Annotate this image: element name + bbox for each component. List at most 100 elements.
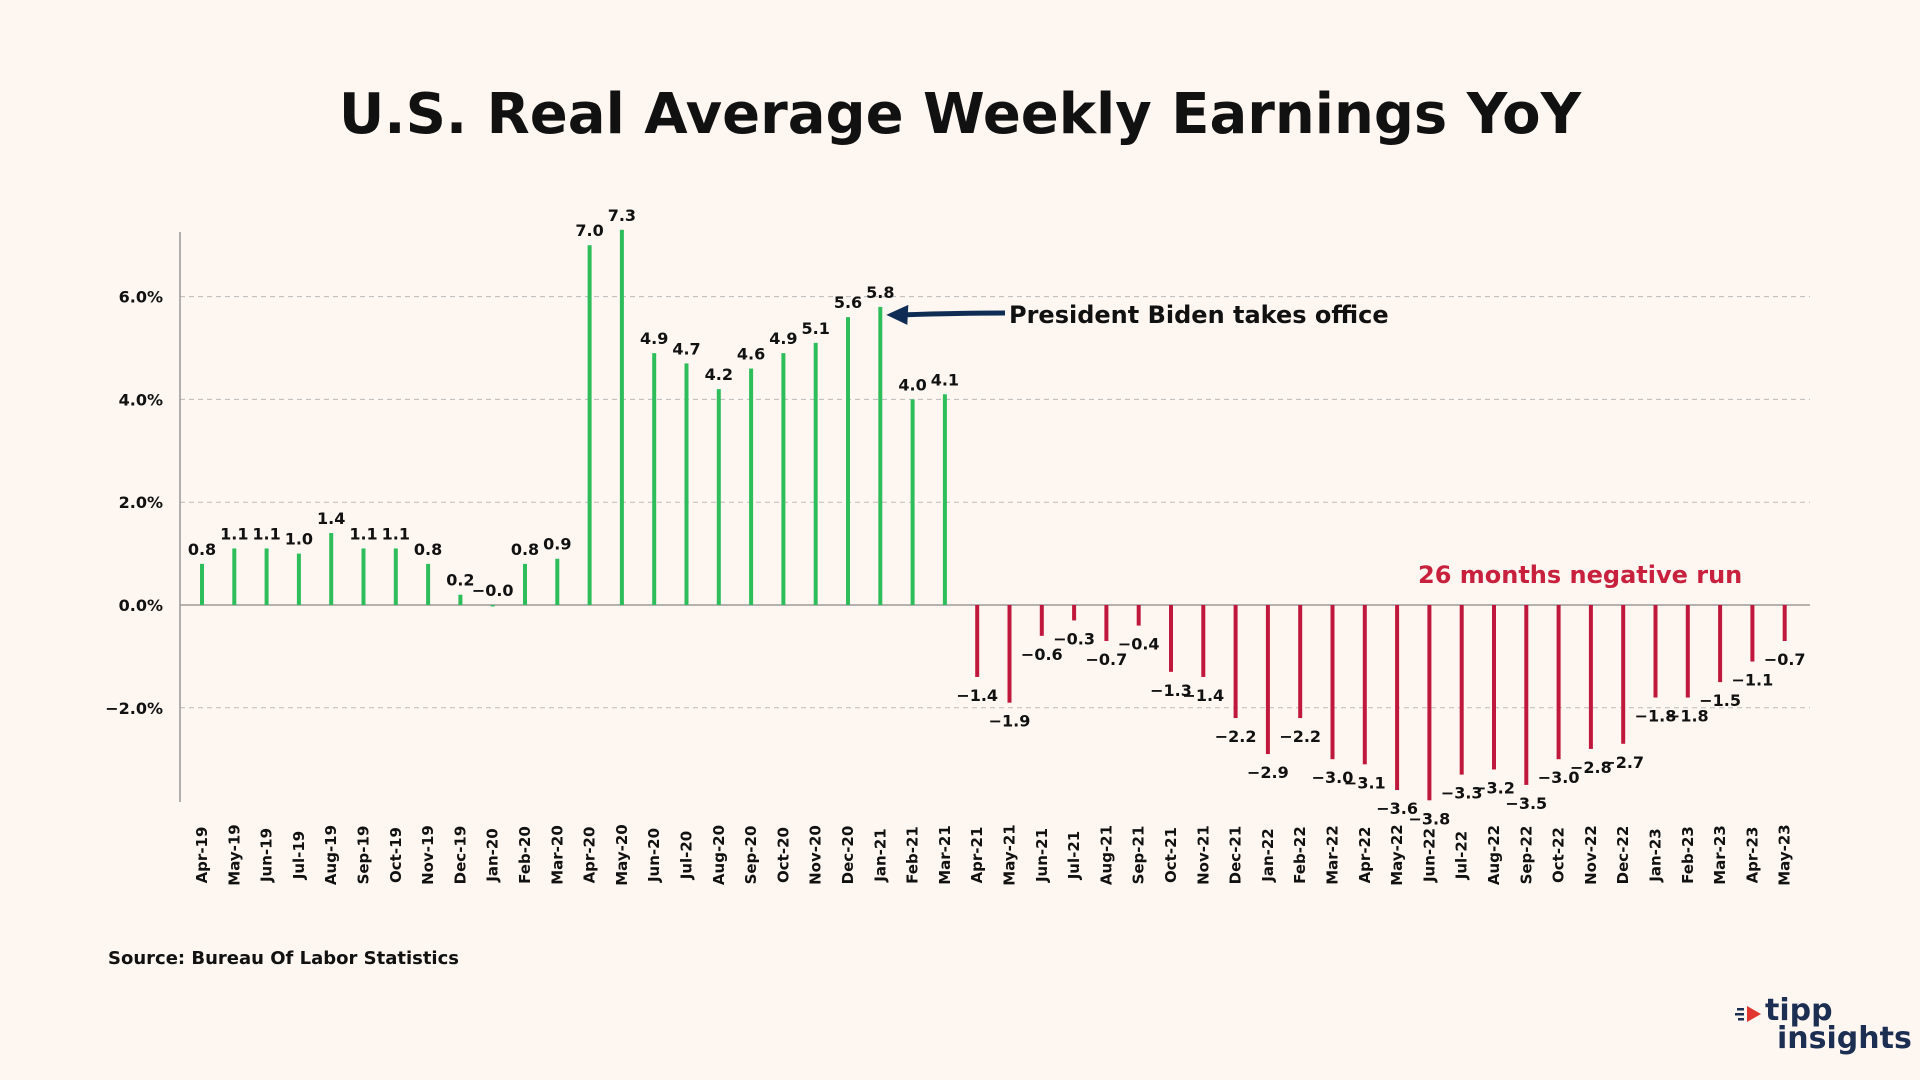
data-label: 7.3 (608, 206, 636, 225)
x-tick-label: Jan-22 (1259, 828, 1277, 882)
bar (1685, 605, 1690, 698)
logo-text-tipp: tipp (1765, 993, 1833, 1028)
x-tick-label: Apr-20 (581, 827, 599, 884)
x-tick-label: May-21 (1001, 824, 1019, 885)
bar (264, 548, 269, 605)
data-label: −1.8 (1667, 707, 1709, 726)
x-tick-label: Aug-19 (322, 825, 340, 885)
x-tick-label: Oct-22 (1550, 827, 1568, 883)
bar (1782, 605, 1787, 641)
data-label: −2.8 (1570, 758, 1612, 777)
bar (619, 229, 624, 605)
x-tick-label: Aug-20 (710, 825, 728, 885)
x-tick-label: Feb-20 (516, 826, 534, 884)
bar (1524, 605, 1529, 785)
annotations: President Biden takes office 26 months ne… (886, 301, 1742, 589)
data-label: −1.5 (1699, 691, 1741, 710)
data-label: 5.1 (802, 319, 830, 338)
x-tick-label: Apr-22 (1356, 827, 1374, 884)
x-axis-labels: Apr-19 May-19 Jun-19 Jul-19 Aug-19 Sep-19 Oct-… (193, 824, 1794, 885)
bar (523, 563, 527, 605)
gridlines (180, 296, 1810, 709)
x-tick-label: Oct-19 (387, 827, 405, 883)
bar (1233, 605, 1238, 719)
y-tick-label: 0.0% (119, 596, 163, 615)
x-tick-label: Sep-20 (742, 826, 760, 885)
x-tick-label: Apr-19 (193, 827, 211, 884)
bar (329, 533, 334, 605)
x-tick-label: Sep-22 (1517, 826, 1535, 885)
bar (361, 548, 366, 605)
data-label: −0.7 (1764, 650, 1806, 669)
bar (1007, 605, 1012, 703)
bar (490, 605, 495, 607)
bar (1104, 605, 1109, 641)
data-label: −0.6 (1021, 645, 1063, 664)
data-label: 0.2 (446, 571, 474, 590)
y-tick-label: 4.0% (119, 390, 163, 409)
bar (1169, 605, 1173, 672)
x-tick-label: Nov-22 (1582, 825, 1600, 885)
x-tick-label: Feb-21 (904, 826, 922, 884)
arrow-line (902, 310, 1006, 318)
data-label: 7.0 (575, 221, 603, 240)
y-tick-label: 6.0% (119, 288, 163, 307)
value-labels: 0.81.1 1.1 1.01.41.1 1.10.80.2−0.00.8 0.97.0… (188, 206, 1806, 829)
bar (813, 342, 818, 605)
y-tick-label: 2.0% (119, 493, 163, 512)
data-label: 1.1 (382, 524, 410, 543)
x-tick-label: Jul-20 (678, 831, 696, 881)
data-label: 4.9 (640, 329, 668, 348)
x-tick-label: May-20 (613, 824, 631, 885)
bar (1362, 605, 1367, 765)
data-label: 1.4 (317, 509, 345, 528)
bar (587, 245, 592, 605)
data-label: 1.1 (220, 524, 248, 543)
x-tick-label: Jun-21 (1033, 828, 1051, 883)
data-label: −0.7 (1086, 650, 1128, 669)
bar (1718, 605, 1723, 683)
bar (296, 553, 301, 605)
data-label: −0.0 (472, 581, 514, 600)
data-label: −3.5 (1505, 794, 1547, 813)
data-label: −2.2 (1279, 727, 1321, 746)
data-label: −1.9 (989, 712, 1031, 731)
arrow-head-icon (886, 304, 909, 325)
data-label: −3.0 (1538, 768, 1580, 787)
x-tick-label: Feb-23 (1679, 826, 1697, 884)
x-tick-label: Mar-22 (1324, 825, 1342, 885)
data-label: −3.6 (1376, 799, 1418, 818)
bar (200, 563, 204, 605)
bar (1588, 605, 1593, 749)
x-tick-label: Sep-21 (1130, 826, 1148, 885)
bar (652, 353, 657, 605)
data-label: −3.1 (1344, 773, 1386, 792)
data-label: 0.8 (188, 540, 216, 559)
logo-text-insights: insights (1777, 1021, 1912, 1056)
x-tick-label: Oct-20 (774, 827, 792, 883)
y-tick-label: −2.0% (105, 699, 163, 718)
bar (458, 594, 463, 605)
data-label: −0.4 (1118, 635, 1160, 654)
bar (910, 399, 915, 605)
data-label: 0.8 (511, 540, 539, 559)
x-tick-label: Mar-20 (548, 825, 566, 885)
data-label: 4.6 (737, 345, 765, 364)
data-label: −3.2 (1473, 778, 1515, 797)
data-label: 4.0 (898, 375, 926, 394)
bar (1395, 605, 1400, 791)
x-tick-label: Aug-22 (1485, 825, 1503, 885)
bar (555, 558, 560, 605)
x-tick-label: Jan-20 (484, 828, 502, 882)
x-tick-label: Dec-21 (1227, 826, 1245, 885)
bars (200, 229, 1787, 801)
logo-mark-icon (1735, 1006, 1761, 1022)
data-label: −3.0 (1312, 768, 1354, 787)
data-label: −0.3 (1053, 629, 1095, 648)
bar (749, 368, 754, 605)
x-tick-label: Jul-21 (1065, 831, 1083, 881)
bar (1653, 605, 1658, 698)
x-tick-label: May-22 (1388, 824, 1406, 885)
data-label: 0.8 (414, 540, 442, 559)
